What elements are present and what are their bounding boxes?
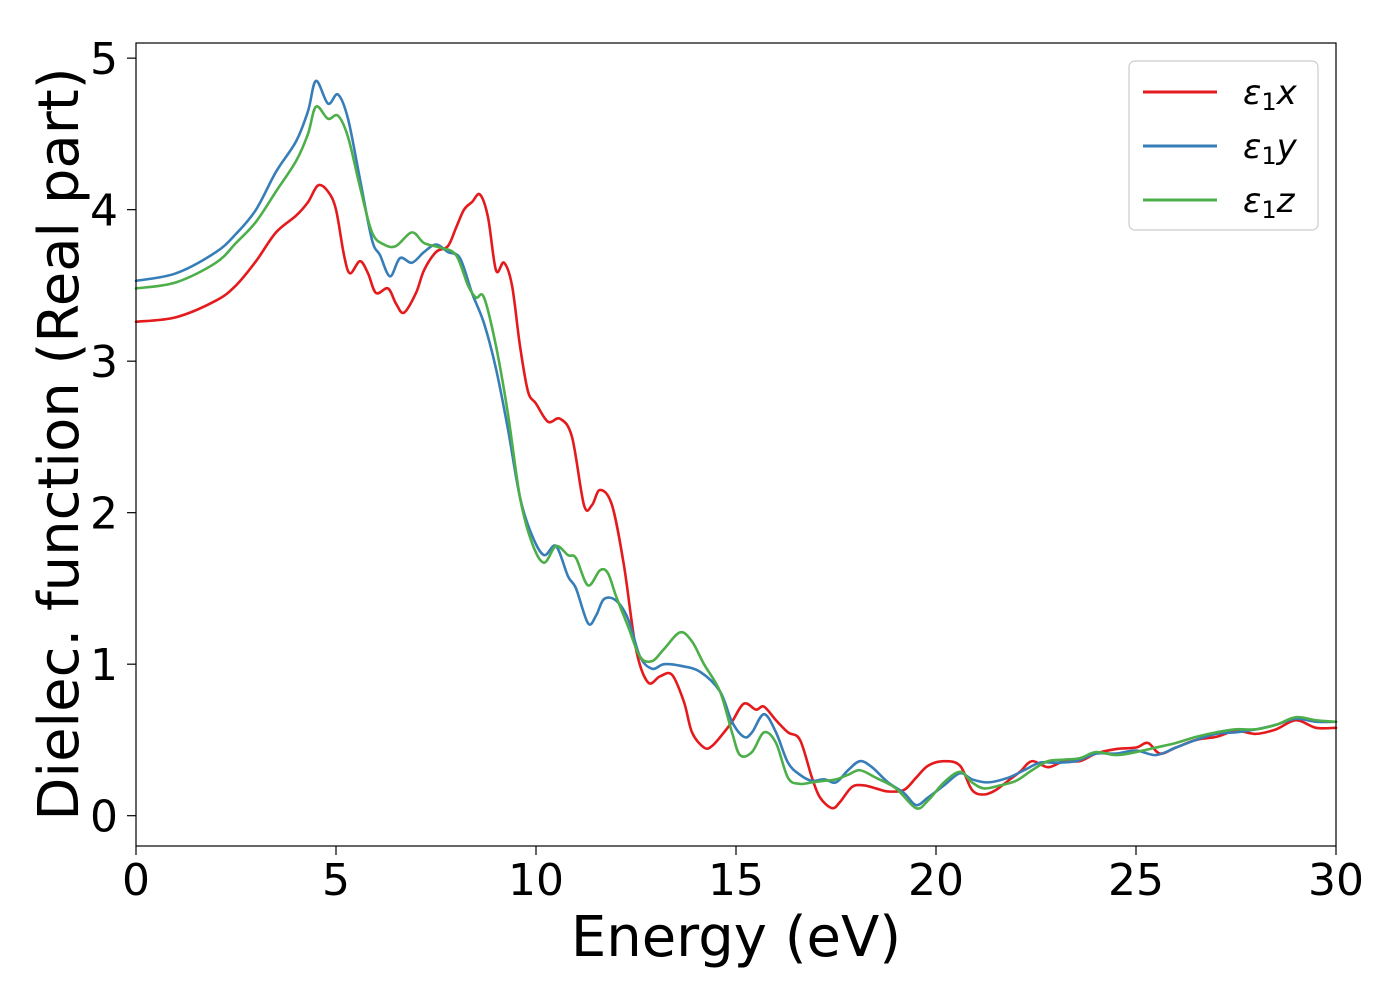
x-axis-label: Energy (eV): [571, 905, 901, 970]
series-line-z: [134, 105, 1338, 810]
x-axis: 0 5 10 15 20 25 30: [122, 846, 1364, 906]
y-tick-label: 5: [90, 34, 118, 85]
legend-label-y: ε1y: [1243, 127, 1298, 170]
legend: ε1x ε1y ε1z: [1128, 60, 1319, 231]
y-tick-label: 0: [90, 792, 118, 843]
y-axis-label: Dielec. function (Real part): [27, 67, 92, 820]
y-tick-label: 2: [90, 489, 118, 540]
x-tick-label: 5: [322, 855, 350, 906]
series-line-y: [134, 79, 1338, 807]
x-tick-label: 10: [508, 855, 564, 906]
x-tick-label: 25: [1108, 855, 1164, 906]
y-tick-label: 1: [90, 640, 118, 691]
x-tick-label: 15: [708, 855, 764, 906]
series-layer: [134, 79, 1338, 810]
y-tick-label: 3: [90, 337, 118, 388]
y-tick-label: 4: [90, 186, 118, 237]
x-tick-label: 20: [908, 855, 964, 906]
y-axis: 0 1 2 3 4 5: [90, 34, 136, 843]
x-tick-label: 0: [122, 855, 150, 906]
legend-label-x: ε1x: [1243, 73, 1298, 116]
legend-box: [1128, 60, 1319, 231]
series-line-x: [134, 183, 1338, 810]
x-tick-label: 30: [1308, 855, 1364, 906]
legend-label-z: ε1z: [1243, 181, 1296, 224]
